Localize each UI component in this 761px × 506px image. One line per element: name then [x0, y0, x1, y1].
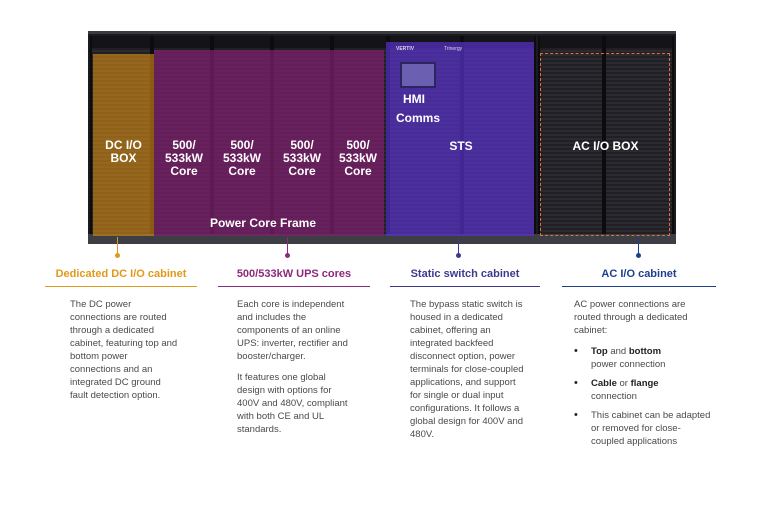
core-label-3: 500/ 533kW Core — [282, 138, 322, 178]
comms-label: Comms — [396, 111, 441, 125]
sts-label: STS — [449, 139, 473, 153]
core-label-2: 500/ 533kW Core — [222, 138, 262, 178]
ac-intro: AC power connections are routed through … — [574, 299, 688, 336]
cabinet-base — [88, 234, 676, 244]
dc-column-title: Dedicated DC I/O cabinet — [45, 268, 197, 287]
dc-io-box-label: DC I/O BOX — [105, 138, 142, 165]
ups-cabinet-lineup: VERTIV Trinergy DC I/O BOX 500/ 533kW Co… — [88, 31, 676, 244]
core-column-title: 500/533kW UPS cores — [218, 268, 370, 287]
hmi-label: HMI — [403, 92, 425, 106]
core-connector-dot — [285, 253, 290, 258]
sts-column-body: The bypass static switch is housed in a … — [410, 298, 525, 449]
ac-bullet-1: Top and bottom power connection — [574, 345, 714, 371]
core-description-2: It features one global design with optio… — [237, 372, 348, 435]
ac-bullet-3: This cabinet can be adapted or removed f… — [574, 409, 714, 448]
sts-connector-line — [458, 237, 459, 255]
ac-io-outline — [540, 53, 670, 236]
dc-description: The DC power connections are routed thro… — [70, 299, 178, 401]
ac-column-body: AC power connections are routed through … — [574, 298, 714, 454]
dc-column-body: The DC power connections are routed thro… — [70, 298, 178, 410]
hmi-screen — [400, 62, 436, 88]
model-name: Trinergy — [444, 46, 463, 52]
ac-connector-line — [638, 237, 639, 255]
sts-column-title: Static switch cabinet — [390, 268, 540, 287]
core-connector-line — [287, 237, 288, 255]
ac-io-box-label: AC I/O BOX — [572, 139, 639, 153]
ac-column-title: AC I/O cabinet — [562, 268, 716, 287]
ac-cabinet-right — [604, 36, 674, 236]
ac-bullet-list: Top and bottom power connection Cable or… — [574, 345, 714, 448]
sts-connector-dot — [456, 253, 461, 258]
dc-io-highlight — [93, 54, 154, 236]
ac-cabinet-left — [538, 36, 604, 236]
core-description-1: Each core is independent and includes th… — [237, 299, 348, 362]
ac-bullet-2: Cable or flange connection — [574, 377, 714, 403]
core-label-4: 500/ 533kW Core — [338, 138, 378, 178]
power-core-frame-label: Power Core Frame — [209, 216, 317, 230]
dc-connector-line — [117, 237, 118, 255]
core-column-body: Each core is independent and includes th… — [237, 298, 355, 444]
core-label-1: 500/ 533kW Core — [164, 138, 204, 178]
ac-connector-dot — [636, 253, 641, 258]
sts-description: The bypass static switch is housed in a … — [410, 299, 524, 440]
dc-connector-dot — [115, 253, 120, 258]
power-core-highlight — [154, 50, 384, 236]
brand-logo: VERTIV — [396, 46, 415, 52]
